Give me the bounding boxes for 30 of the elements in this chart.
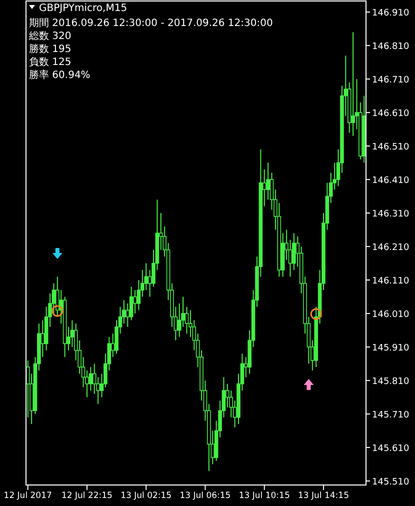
x-tick-label: 13 Jul 06:15 <box>180 491 231 501</box>
y-tick-label: 145.610 <box>372 444 410 454</box>
chart-title: GBPJPYmicro,M15 <box>39 3 128 14</box>
y-tick-label: 146.910 <box>372 8 410 19</box>
x-tick-label: 13 Jul 14:15 <box>298 491 349 501</box>
y-tick-label: 145.910 <box>372 344 410 354</box>
y-tick-label: 146.610 <box>372 109 410 120</box>
x-tick-label: 12 Jul 22:15 <box>61 491 112 501</box>
y-tick-label: 146.210 <box>372 243 410 254</box>
y-tick-label: 146.010 <box>372 310 410 320</box>
y-tick-label: 145.810 <box>372 376 410 387</box>
x-tick-label: 13 Jul 02:15 <box>120 491 172 501</box>
y-tick-label: 146.110 <box>372 276 410 287</box>
y-tick-label: 146.710 <box>372 76 410 86</box>
annotation: 負数 125 <box>29 56 72 68</box>
y-tick-label: 145.710 <box>372 410 410 420</box>
x-tick-label: 13 Jul 10:15 <box>238 491 290 501</box>
annotation: 勝率 60.94% <box>29 69 90 81</box>
annotation: 勝数 195 <box>29 43 72 55</box>
annotation: 期間 2016.09.26 12:30:00 - 2017.09.26 12:30:00 <box>29 17 273 29</box>
y-tick-label: 146.410 <box>372 176 410 186</box>
y-tick-label: 146.810 <box>372 42 410 52</box>
candlestick <box>351 32 355 136</box>
x-tick-label: 12 Jul 2017 <box>4 491 52 501</box>
candlestick <box>70 320 74 348</box>
y-tick-label: 145.510 <box>372 477 410 488</box>
annotation: 総数 320 <box>28 30 72 42</box>
y-tick-label: 146.310 <box>372 210 410 220</box>
candlestick <box>133 290 137 314</box>
y-tick-label: 146.510 <box>372 142 410 153</box>
